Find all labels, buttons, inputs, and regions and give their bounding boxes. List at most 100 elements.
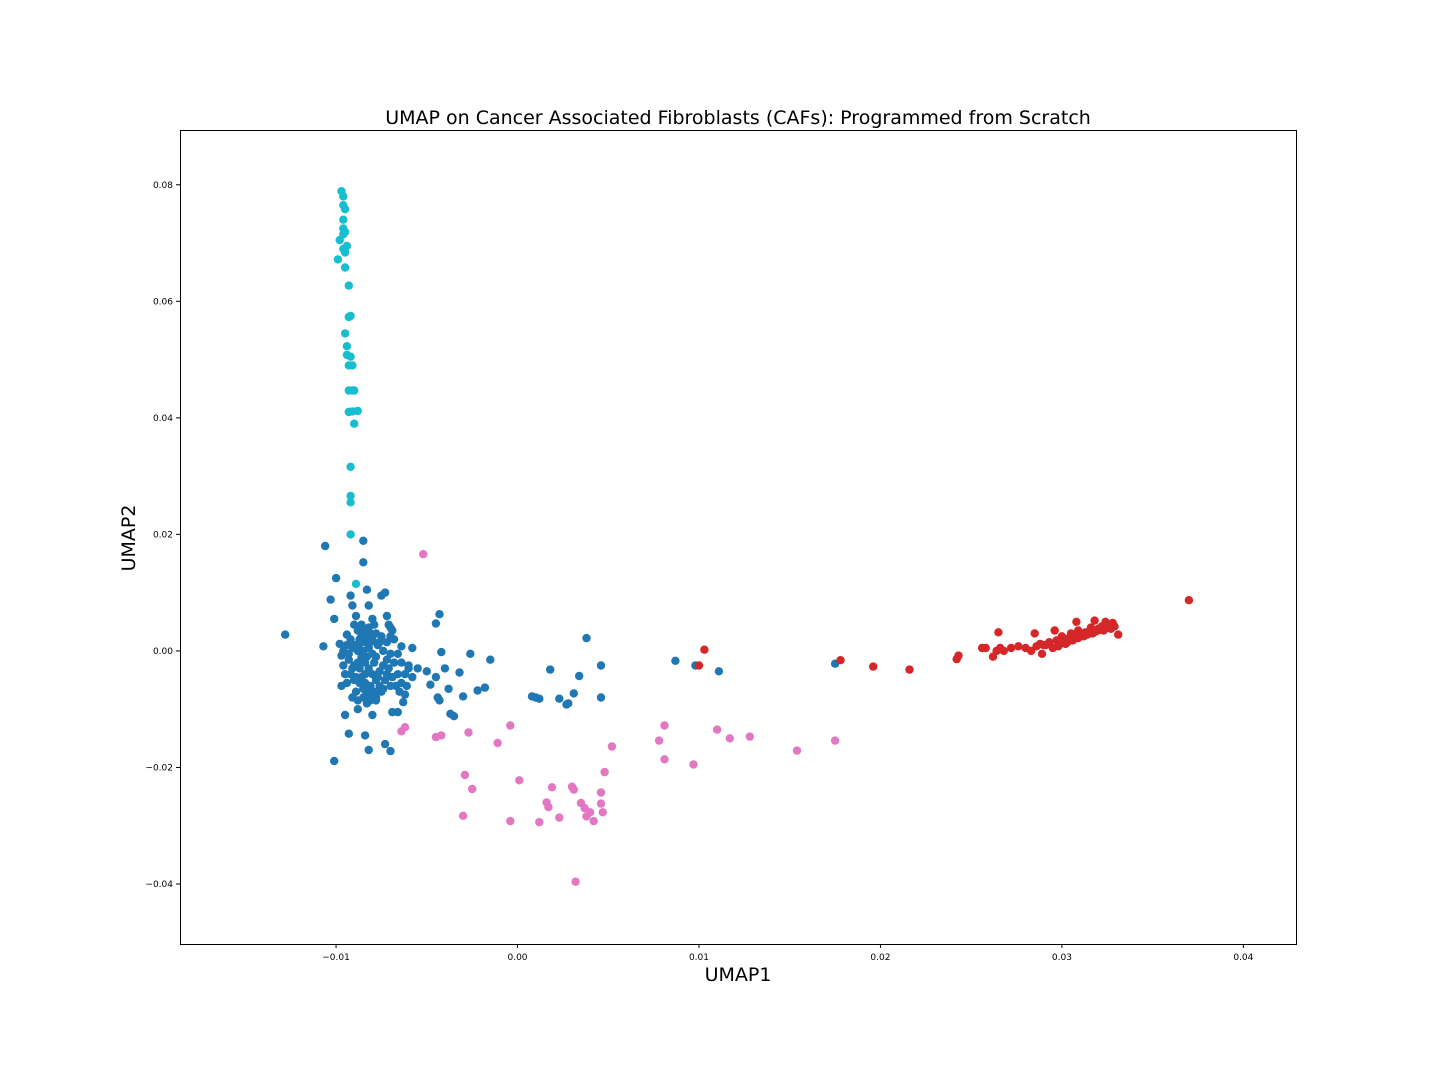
data-point-series-1 [340,710,350,720]
data-point-series-2 [353,406,362,416]
data-point-series-1 [360,731,370,740]
data-point-series-4 [1074,626,1083,635]
data-point-series-1 [359,626,368,635]
data-point-series-1 [379,646,388,656]
data-point-series-1 [364,745,373,755]
data-point-series-1 [714,667,724,676]
data-point-series-1 [386,746,395,756]
data-point-series-1 [480,683,490,692]
data-point-series-4 [1054,642,1063,651]
y-tick-label: −0.04 [145,880,173,890]
data-point-series-1 [353,696,362,705]
data-point-series-1 [437,647,446,657]
data-point-series-1 [404,661,413,670]
data-point-series-3 [493,738,502,748]
data-point-series-3 [460,770,470,780]
data-point-series-1 [335,639,344,649]
x-tick-label: 0.04 [1233,953,1253,963]
data-point-series-4 [994,628,1003,637]
x-tick-label: 0.00 [507,953,527,963]
data-point-series-1 [596,693,606,702]
data-point-series-1 [400,690,410,699]
data-point-series-4 [700,645,709,654]
data-point-series-1 [368,710,377,720]
data-point-series-3 [660,755,669,764]
data-point-series-2 [351,579,361,589]
data-point-series-2 [346,530,355,539]
data-point-series-1 [321,541,330,551]
data-point-series-4 [836,656,845,665]
data-point-series-4 [981,643,990,653]
data-point-series-1 [357,672,366,682]
data-point-series-1 [444,684,453,693]
data-point-series-1 [426,680,435,689]
data-point-series-2 [340,248,350,257]
data-point-series-3 [712,725,722,734]
data-point-series-3 [585,808,595,817]
data-point-series-2 [350,419,359,428]
data-point-series-1 [359,646,368,656]
data-point-series-1 [346,670,355,679]
data-point-series-1 [569,689,578,698]
data-point-series-1 [546,665,555,674]
data-point-series-4 [1090,616,1099,625]
data-point-series-1 [344,729,353,738]
data-point-series-2 [333,255,343,264]
chart-title: UMAP on Cancer Associated Fibroblasts (C… [385,107,1091,129]
data-point-series-4 [694,661,704,670]
data-point-series-3 [589,816,598,826]
data-point-series-3 [596,788,606,797]
points-layer [281,187,1194,886]
data-point-series-3 [571,877,580,886]
data-point-series-1 [397,678,406,688]
data-point-series-1 [380,739,390,749]
data-point-series-1 [364,601,373,610]
data-point-series-1 [399,698,408,707]
data-point-series-3 [506,721,515,730]
data-point-series-1 [373,672,382,682]
data-point-series-2 [346,311,355,321]
data-point-series-4 [1006,643,1016,653]
data-point-series-2 [342,342,352,351]
data-point-series-1 [389,658,399,667]
data-point-series-1 [382,670,392,679]
data-point-series-1 [370,620,379,629]
y-tick-label: 0.02 [153,530,173,540]
data-point-series-1 [671,656,680,665]
x-tick-label: 0.02 [870,953,890,963]
data-point-series-1 [346,591,355,600]
data-point-series-4 [1086,623,1096,632]
data-point-series-1 [458,692,468,701]
data-point-series-4 [869,662,878,671]
data-point-series-2 [340,205,350,214]
data-point-series-3 [607,742,617,751]
data-point-series-1 [431,672,441,682]
x-axis-title: UMAP1 [705,964,772,986]
data-point-series-1 [351,611,361,621]
data-point-series-1 [330,614,339,624]
x-tick-label: −0.01 [322,953,350,963]
data-point-series-3 [468,784,477,794]
data-point-series-1 [393,649,402,658]
data-point-series-1 [353,705,362,714]
data-point-series-2 [346,352,355,361]
data-point-series-1 [344,655,353,664]
data-point-series-1 [344,649,353,658]
y-axis-title: UMAP2 [118,505,140,572]
data-point-series-3 [569,785,578,794]
data-point-series-1 [435,696,444,705]
data-point-series-4 [1184,596,1194,605]
data-point-series-1 [388,707,397,717]
data-point-series-3 [600,767,609,777]
data-point-series-3 [660,721,669,730]
data-point-series-3 [830,736,840,745]
y-axis-ticks: −0.04 −0.02 0.00 0.02 0.04 0.06 0.08 [145,181,180,890]
data-point-series-4 [905,665,914,674]
data-point-series-2 [339,215,348,224]
data-point-series-4 [954,651,963,660]
data-point-series-3 [725,734,734,743]
data-point-series-1 [382,611,392,621]
data-point-series-1 [455,668,464,677]
